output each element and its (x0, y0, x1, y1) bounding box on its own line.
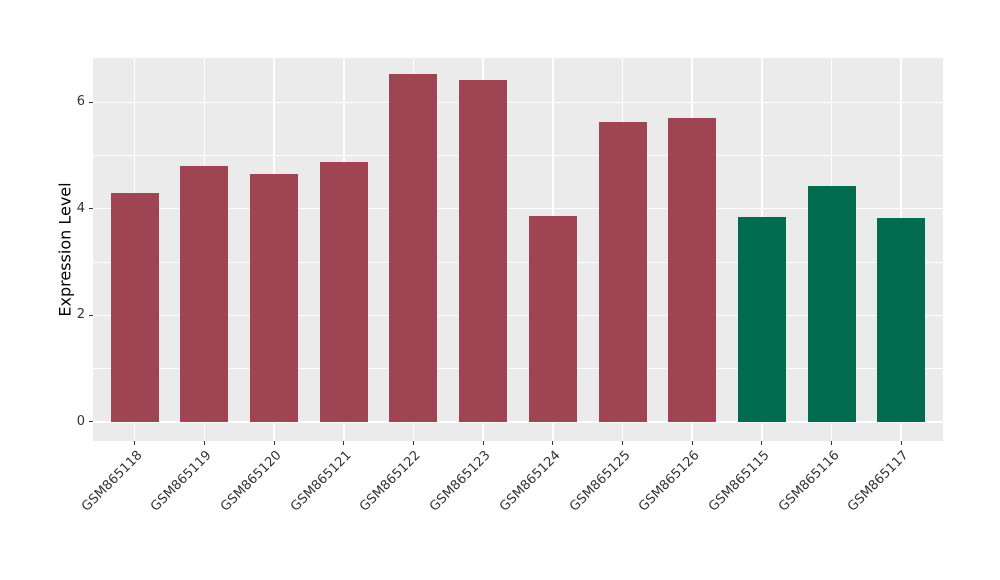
x-tick-mark (482, 441, 484, 445)
x-tick-mark (900, 441, 902, 445)
plot-panel (93, 58, 943, 441)
gridline-minor-horizontal (93, 368, 943, 369)
bar-GSM865123 (459, 80, 508, 422)
x-tick-mark (343, 441, 345, 445)
x-tick-mark (621, 441, 624, 445)
y-axis-title: Expression Level (55, 182, 75, 317)
y-tick-mark (89, 421, 93, 423)
y-tick-label: 0 (76, 413, 85, 429)
x-tick-mark (691, 441, 693, 445)
gridline-major-horizontal (93, 208, 943, 210)
gridline-minor-horizontal (93, 261, 943, 263)
bar-GSM865120 (250, 173, 299, 422)
bar-GSM865124 (528, 216, 577, 422)
x-tick-mark (273, 441, 275, 445)
y-tick-label: 2 (76, 307, 85, 323)
x-tick-mark (830, 441, 833, 445)
gridline-major-horizontal (93, 421, 943, 423)
x-tick-mark (412, 441, 415, 445)
x-tick-mark (761, 441, 763, 445)
bar-GSM865115 (737, 216, 786, 422)
bar-GSM865117 (877, 217, 926, 422)
x-tick-mark (134, 441, 136, 445)
y-tick-label: 6 (76, 94, 85, 110)
x-tick-mark (203, 441, 206, 445)
bar-GSM865122 (389, 73, 438, 422)
x-tick-mark (552, 441, 554, 445)
gridline-major-horizontal (93, 314, 943, 316)
bar-GSM865125 (598, 121, 647, 422)
gridline-minor-horizontal (93, 155, 943, 156)
y-tick-mark (89, 314, 93, 316)
y-tick-mark (89, 208, 93, 210)
y-tick-label: 4 (76, 200, 85, 216)
bar-GSM865121 (319, 162, 368, 422)
bar-GSM865119 (180, 166, 229, 422)
bar-GSM865116 (807, 185, 856, 422)
gridline-major-horizontal (93, 101, 943, 103)
bar-GSM865118 (110, 192, 159, 422)
bar-GSM865126 (668, 118, 717, 422)
y-tick-mark (89, 101, 93, 103)
